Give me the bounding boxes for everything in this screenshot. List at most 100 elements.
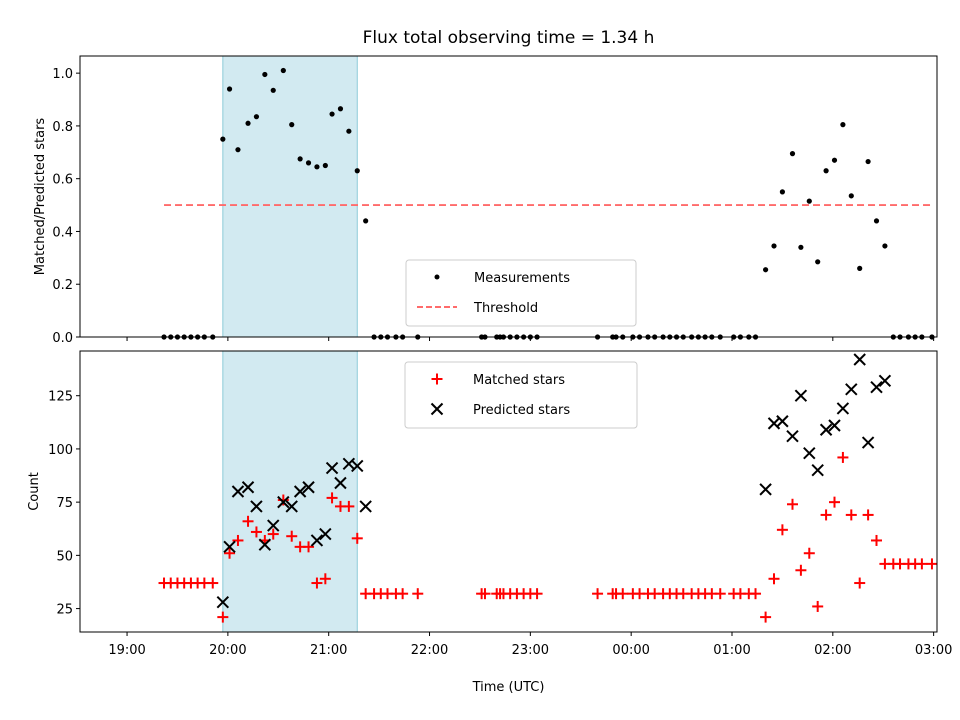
predicted-point: [870, 380, 883, 394]
predicted-point: [878, 374, 892, 388]
matched-point: [795, 564, 807, 576]
predicted-point: [836, 402, 850, 415]
predicted-point: [811, 464, 824, 477]
matched-point: [242, 515, 254, 527]
legend-threshold-label: Threshold: [473, 301, 538, 316]
predicted-point: [861, 436, 875, 449]
predicted-point: [223, 540, 236, 554]
matched-point: [714, 588, 726, 600]
top-panel: 0.0 0.2 0.4 0.6 0.8 1.0 Flux total observing …: [33, 28, 938, 346]
legend-plus-glyph: [431, 373, 443, 385]
measurement-point: [865, 158, 871, 165]
measurement-point: [253, 114, 260, 120]
predicted-point: [241, 481, 255, 494]
x-b: [250, 500, 263, 513]
matched-point: [926, 558, 938, 570]
measurement-point: [779, 189, 786, 195]
x-b: [853, 353, 866, 366]
measurement-point: [815, 259, 821, 265]
measurement-point: [873, 218, 880, 224]
predicted-point: [853, 353, 866, 366]
measurement-point: [289, 122, 295, 128]
top-y-tick-label: 1.0: [52, 67, 73, 82]
measurement-point: [314, 164, 320, 170]
predicted-point: [302, 481, 315, 494]
legend-predicted-label: Predicted stars: [473, 403, 570, 418]
measurement-point: [857, 265, 863, 271]
predicted-point: [351, 459, 364, 473]
x-b: [786, 429, 799, 443]
matched-point: [862, 509, 874, 521]
measurement-point: [270, 87, 276, 93]
matched-point: [916, 558, 928, 570]
x-b: [285, 500, 298, 513]
measurement-point: [262, 71, 268, 78]
predicted-point: [759, 483, 772, 496]
x-b: [811, 464, 824, 477]
x-tick-label: 01:00: [713, 643, 750, 658]
legend-matched-marker: [431, 373, 443, 385]
predicted-point: [776, 415, 789, 428]
bottom-y-tick-label: 75: [56, 496, 73, 511]
top-y-tick-label: 0.6: [52, 173, 73, 188]
matched-point: [232, 534, 244, 546]
top-legend-box: [405, 259, 637, 327]
matched-point: [207, 577, 219, 589]
matched-point: [786, 498, 798, 510]
legend-matched-label: Matched stars: [473, 373, 565, 388]
matched-point: [303, 541, 315, 553]
predicted-point: [334, 476, 347, 490]
x-tick-label: 20:00: [209, 643, 246, 658]
measurement-point: [280, 67, 286, 74]
matched-point: [224, 547, 236, 559]
x-b: [794, 389, 808, 402]
measurement-point: [831, 157, 838, 163]
bottom-panel: 25 50 75 100 125 19:00 20:00 21:00 22:00 23:00 00…: [27, 350, 952, 695]
predicted-point: [231, 485, 245, 498]
measurement-point: [337, 106, 344, 112]
matched-point: [397, 588, 409, 600]
predicted-point: [277, 495, 290, 509]
matched-point: [854, 577, 866, 589]
matched-point: [267, 528, 279, 540]
matched-point: [812, 600, 824, 612]
x-b: [759, 483, 772, 496]
measurement-point: [220, 136, 226, 142]
predicted-point: [786, 429, 799, 443]
matched-point: [760, 611, 772, 623]
matched-point: [343, 500, 355, 512]
matched-point: [750, 588, 762, 600]
predicted-point: [267, 519, 280, 532]
measurement-point: [882, 243, 888, 249]
bottom-highlight-span: [222, 350, 358, 633]
predicted-point: [258, 538, 272, 551]
measurement-point: [245, 120, 251, 126]
top-axes-frame: [79, 55, 938, 338]
x-b: [767, 417, 781, 430]
top-y-tick-label: 0.2: [52, 278, 73, 293]
measurement-point: [823, 168, 829, 174]
measurement-point: [297, 156, 303, 162]
bottom-legend: Matched stars Predicted stars: [404, 361, 638, 429]
measurement-point: [235, 147, 241, 153]
bottom-y-tick-label: 50: [56, 549, 73, 564]
measurement-point: [346, 128, 352, 134]
x-b: [267, 519, 280, 532]
matched-point: [326, 492, 338, 504]
measurement-point: [798, 244, 804, 250]
x-b: [776, 415, 789, 428]
matched-point: [531, 588, 543, 600]
top-highlight-span: [222, 55, 358, 338]
x-tick-label: 22:00: [411, 643, 448, 658]
matched-point: [828, 496, 840, 508]
x-b: [302, 481, 315, 494]
x-b: [258, 538, 272, 551]
measurement-point: [226, 86, 233, 92]
matched-point: [311, 577, 323, 589]
matched-point: [319, 573, 331, 585]
x-b: [828, 419, 841, 432]
x-tick-label: 23:00: [512, 643, 549, 658]
measurement-point: [322, 162, 328, 169]
